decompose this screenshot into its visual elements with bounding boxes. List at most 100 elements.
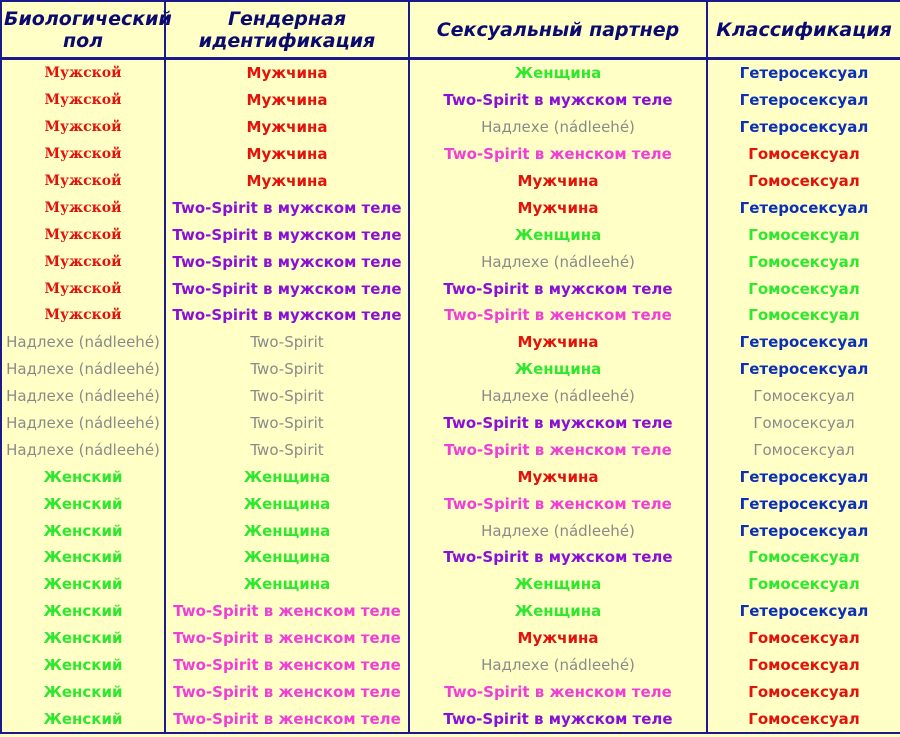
cell-biological-sex: Женский	[0, 544, 166, 571]
cell-gender-identity: Женщина	[164, 544, 410, 571]
cell-classification: Гомосексуал	[706, 651, 900, 679]
table-row: Мужской Two-Spirit в мужском теле Two-Spir…	[0, 275, 900, 303]
cell-sexual-partner: Мужчина	[408, 463, 708, 491]
cell-sexual-partner: Женщина	[408, 221, 708, 249]
cell-biological-sex: Женский	[0, 517, 166, 545]
cell-sexual-partner: Женщина	[408, 58, 708, 87]
cell-sexual-partner: Мужчина	[408, 328, 708, 356]
cell-sexual-partner: Two-Spirit в мужском теле	[408, 275, 708, 303]
cell-gender-identity: Мужчина	[164, 113, 410, 141]
cell-biological-sex: Надлехе (nádleehé)	[0, 355, 166, 383]
cell-gender-identity: Two-Spirit в женском теле	[164, 597, 410, 625]
table-row: Женский Two-Spirit в женском теле Надлехе …	[0, 651, 900, 679]
cell-gender-identity: Two-Spirit в женском теле	[164, 705, 410, 735]
table-row: Надлехе (nádleehé) Two-Spirit Мужчина Гетер…	[0, 328, 900, 356]
cell-gender-identity: Two-Spirit в женском теле	[164, 678, 410, 706]
cell-biological-sex: Женский	[0, 678, 166, 706]
cell-biological-sex: Мужской	[0, 194, 166, 222]
cell-classification: Гомосексуал	[706, 221, 900, 249]
cell-sexual-partner: Two-Spirit в женском теле	[408, 436, 708, 464]
cell-biological-sex: Мужской	[0, 221, 166, 249]
cell-classification: Гетеросексуал	[706, 597, 900, 625]
table-row: Мужской Мужчина Two-Spirit в женском теле Г…	[0, 140, 900, 168]
table-body: Мужской Мужчина Женщина Гетеросексуал Мужско…	[0, 58, 900, 735]
cell-classification: Гетеросексуал	[706, 194, 900, 222]
cell-gender-identity: Мужчина	[164, 140, 410, 168]
cell-sexual-partner: Надлехе (nádleehé)	[408, 517, 708, 545]
cell-sexual-partner: Мужчина	[408, 624, 708, 652]
table-row: Мужской Мужчина Two-Spirit в мужском теле Г…	[0, 86, 900, 114]
cell-gender-identity: Two-Spirit в мужском теле	[164, 275, 410, 303]
cell-biological-sex: Мужской	[0, 302, 166, 329]
cell-classification: Гомосексуал	[706, 705, 900, 735]
cell-sexual-partner: Надлехе (nádleehé)	[408, 248, 708, 276]
cell-biological-sex: Женский	[0, 490, 166, 518]
table-row: Женский Two-Spirit в женском теле Two-Spir…	[0, 678, 900, 706]
cell-sexual-partner: Two-Spirit в мужском теле	[408, 705, 708, 735]
cell-classification: Гомосексуал	[706, 544, 900, 571]
cell-gender-identity: Two-Spirit в мужском теле	[164, 221, 410, 249]
table-row: Женский Женщина Женщина Гомосексуал	[0, 570, 900, 598]
cell-gender-identity: Мужчина	[164, 86, 410, 114]
table-row: Мужской Мужчина Мужчина Гомосексуал	[0, 167, 900, 195]
cell-gender-identity: Two-Spirit	[164, 355, 410, 383]
table-row: Женский Two-Spirit в женском теле Женщина Г…	[0, 597, 900, 625]
cell-sexual-partner: Надлехе (nádleehé)	[408, 651, 708, 679]
table-row: Мужской Two-Spirit в мужском теле Мужчина Г…	[0, 194, 900, 222]
cell-classification: Гомосексуал	[706, 570, 900, 598]
cell-classification: Гетеросексуал	[706, 517, 900, 545]
cell-classification: Гомосексуал	[706, 167, 900, 195]
cell-sexual-partner: Two-Spirit в мужском теле	[408, 544, 708, 571]
cell-biological-sex: Надлехе (nádleehé)	[0, 328, 166, 356]
table-row: Мужской Two-Spirit в мужском теле Two-Spir…	[0, 302, 900, 329]
header-row: Биологический пол Гендерная идентификаци…	[0, 0, 900, 60]
table-row: Женский Two-Spirit в женском теле Two-Spir…	[0, 705, 900, 735]
cell-biological-sex: Мужской	[0, 113, 166, 141]
cell-sexual-partner: Two-Spirit в женском теле	[408, 678, 708, 706]
cell-classification: Гомосексуал	[706, 382, 900, 410]
cell-sexual-partner: Two-Spirit в мужском теле	[408, 409, 708, 437]
cell-classification: Гомосексуал	[706, 275, 900, 303]
cell-biological-sex: Надлехе (nádleehé)	[0, 436, 166, 464]
cell-sexual-partner: Мужчина	[408, 194, 708, 222]
table-row: Женский Женщина Мужчина Гетеросексуал	[0, 463, 900, 491]
header-sexual-partner: Сексуальный партнер	[408, 0, 708, 60]
cell-biological-sex: Мужской	[0, 140, 166, 168]
cell-biological-sex: Женский	[0, 463, 166, 491]
cell-biological-sex: Женский	[0, 597, 166, 625]
table-row: Мужской Мужчина Женщина Гетеросексуал	[0, 58, 900, 87]
cell-biological-sex: Женский	[0, 705, 166, 735]
cell-biological-sex: Мужской	[0, 248, 166, 276]
cell-gender-identity: Two-Spirit	[164, 328, 410, 356]
cell-sexual-partner: Мужчина	[408, 167, 708, 195]
cell-sexual-partner: Two-Spirit в женском теле	[408, 302, 708, 329]
cell-gender-identity: Мужчина	[164, 58, 410, 87]
table-row: Мужской Мужчина Надлехе (nádleehé) Гетеросе…	[0, 113, 900, 141]
cell-classification: Гетеросексуал	[706, 58, 900, 87]
cell-sexual-partner: Two-Spirit в женском теле	[408, 140, 708, 168]
cell-biological-sex: Женский	[0, 651, 166, 679]
table-row: Мужской Two-Spirit в мужском теле Надлехе …	[0, 248, 900, 276]
cell-biological-sex: Мужской	[0, 58, 166, 87]
cell-biological-sex: Женский	[0, 624, 166, 652]
cell-sexual-partner: Two-Spirit в мужском теле	[408, 86, 708, 114]
cell-sexual-partner: Надлехе (nádleehé)	[408, 382, 708, 410]
cell-gender-identity: Two-Spirit в мужском теле	[164, 248, 410, 276]
cell-sexual-partner: Женщина	[408, 355, 708, 383]
cell-gender-identity: Two-Spirit в мужском теле	[164, 194, 410, 222]
cell-sexual-partner: Женщина	[408, 570, 708, 598]
table-row: Мужской Two-Spirit в мужском теле Женщина Г…	[0, 221, 900, 249]
cell-biological-sex: Мужской	[0, 275, 166, 303]
cell-gender-identity: Two-Spirit в женском теле	[164, 624, 410, 652]
header-gender-identity: Гендерная идентификация	[164, 0, 410, 60]
cell-gender-identity: Two-Spirit	[164, 382, 410, 410]
cell-classification: Гомосексуал	[706, 436, 900, 464]
table-row: Женский Женщина Two-Spirit в мужском теле Г…	[0, 544, 900, 571]
cell-biological-sex: Надлехе (nádleehé)	[0, 409, 166, 437]
cell-gender-identity: Мужчина	[164, 167, 410, 195]
header-biological-sex: Биологический пол	[0, 0, 172, 60]
table-row: Женский Two-Spirit в женском теле Мужчина Г…	[0, 624, 900, 652]
cell-classification: Гомосексуал	[706, 140, 900, 168]
table-row: Надлехе (nádleehé) Two-Spirit Женщина Гетер…	[0, 355, 900, 383]
